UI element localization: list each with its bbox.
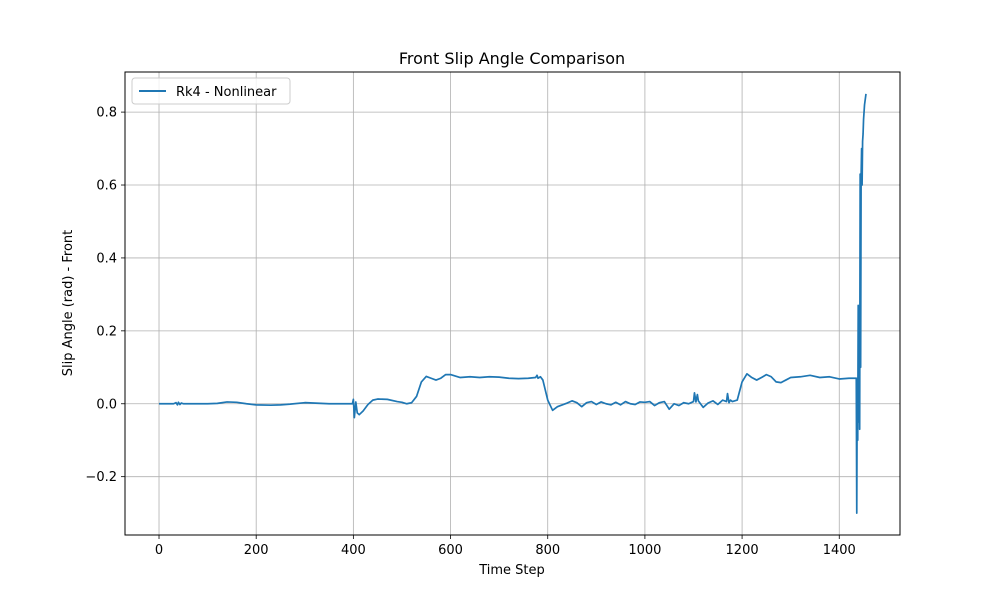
y-tick-label: −0.2 (85, 470, 117, 485)
y-axis-label: Slip Angle (rad) - Front (61, 230, 76, 377)
legend-box (131, 77, 291, 105)
legend: Rk4 - Nonlinear (131, 77, 291, 105)
tick-layer: 0 200 400 600 800 1000 1200 1400 −0.2 0.0 0.2 0.4 0.… (85, 106, 855, 558)
chart-title: Front Slip Angle Comparison (399, 49, 625, 68)
plot-area (125, 72, 900, 535)
x-tick-label: 600 (438, 543, 463, 558)
x-tick-label: 1200 (726, 543, 759, 558)
x-tick-label: 0 (155, 543, 163, 558)
x-tick-label: 400 (341, 543, 366, 558)
y-tick-label: 0.2 (96, 324, 117, 339)
y-tick-label: 0.4 (96, 251, 117, 266)
y-tick-label: 0.8 (96, 106, 117, 121)
y-tick-label: 0.0 (96, 397, 117, 412)
x-tick-label: 800 (535, 543, 560, 558)
series-line (159, 93, 867, 514)
legend-label: Rk4 - Nonlinear (176, 85, 277, 100)
x-tick-label: 1000 (628, 543, 661, 558)
series-layer (159, 93, 867, 514)
grid-layer (125, 72, 900, 535)
x-tick-label: 1400 (823, 543, 856, 558)
y-tick-label: 0.6 (96, 179, 117, 194)
x-axis-label: Time Step (478, 563, 545, 578)
plot-frame (124, 71, 901, 536)
x-tick-label: 200 (244, 543, 269, 558)
